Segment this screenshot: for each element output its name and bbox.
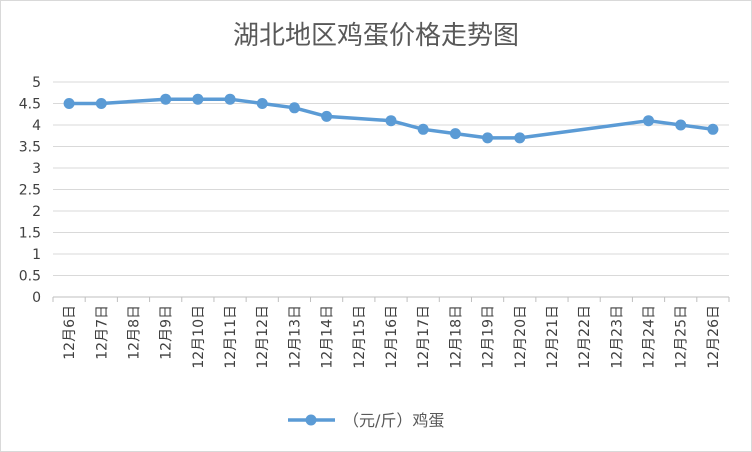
chart-title: 湖北地区鸡蛋价格走势图 <box>233 21 519 51</box>
legend: （元/斤）鸡蛋 <box>288 411 444 430</box>
x-tick-label: 12月26日 <box>706 305 722 369</box>
x-tick-label: 12月15日 <box>352 305 368 369</box>
data-point <box>417 123 429 135</box>
x-tick-label: 12月20日 <box>513 305 529 369</box>
x-tick-label: 12月14日 <box>320 305 336 369</box>
data-point <box>288 102 300 114</box>
data-point <box>514 132 526 144</box>
series-line <box>69 97 714 140</box>
y-tick-label: 4.5 <box>19 97 41 113</box>
axes <box>52 296 730 302</box>
x-tick-label: 12月19日 <box>481 305 497 369</box>
x-tick-label: 12月12日 <box>255 305 271 369</box>
x-tick-label: 12月24日 <box>642 305 658 369</box>
data-point <box>192 93 204 105</box>
y-tick-label: 3.5 <box>19 140 41 156</box>
y-tick-label: 3 <box>32 161 41 177</box>
x-tick-label: 12月18日 <box>448 305 464 369</box>
data-point <box>95 98 107 109</box>
y-tick-label: 2 <box>32 204 41 220</box>
y-tick-label: 1.5 <box>19 226 41 242</box>
y-tick-label: 0 <box>32 290 41 306</box>
x-tick-label: 12月9日 <box>159 305 175 360</box>
y-tick-label: 2.5 <box>19 183 41 199</box>
data-point <box>675 119 687 131</box>
x-tick-label: 12月8日 <box>126 305 142 360</box>
x-tick-label: 12月17日 <box>416 305 432 369</box>
data-point <box>482 132 494 144</box>
x-tick-label: 12月13日 <box>287 305 303 369</box>
data-point <box>321 110 333 122</box>
data-point <box>63 98 75 109</box>
y-tick-label: 5 <box>32 75 41 91</box>
data-point <box>224 93 236 105</box>
series <box>63 93 719 144</box>
x-tick-labels: 12月6日 12月7日 12月8日 12月9日 12月10日 12月11日 12月12日 12… <box>62 305 722 369</box>
x-tick-label: 12月23日 <box>609 305 625 369</box>
y-tick-labels: 0 0.5 1 1.5 2 2.5 3 3.5 4 4.5 5 <box>19 75 41 306</box>
data-point <box>256 98 268 109</box>
data-point <box>707 123 719 135</box>
x-tick-label: 12月11日 <box>223 305 239 369</box>
data-point <box>643 115 655 127</box>
x-tick-label: 12月25日 <box>674 305 690 369</box>
x-tick-label: 12月10日 <box>191 305 207 369</box>
gridlines <box>53 81 729 276</box>
y-tick-label: 1 <box>32 247 41 263</box>
data-point <box>160 93 172 105</box>
x-tick-label: 12月22日 <box>577 305 593 369</box>
legend-marker-swatch <box>305 414 317 426</box>
legend-label: （元/斤）鸡蛋 <box>343 411 444 430</box>
y-tick-label: 4 <box>32 118 41 134</box>
x-tick-label: 12月7日 <box>94 305 110 360</box>
data-point <box>449 128 461 140</box>
data-point <box>385 115 397 127</box>
x-tick-label: 12月16日 <box>384 305 400 369</box>
y-tick-label: 0.5 <box>19 269 41 285</box>
x-tick-label: 12月21日 <box>545 305 561 369</box>
x-tick-label: 12月6日 <box>62 305 78 360</box>
